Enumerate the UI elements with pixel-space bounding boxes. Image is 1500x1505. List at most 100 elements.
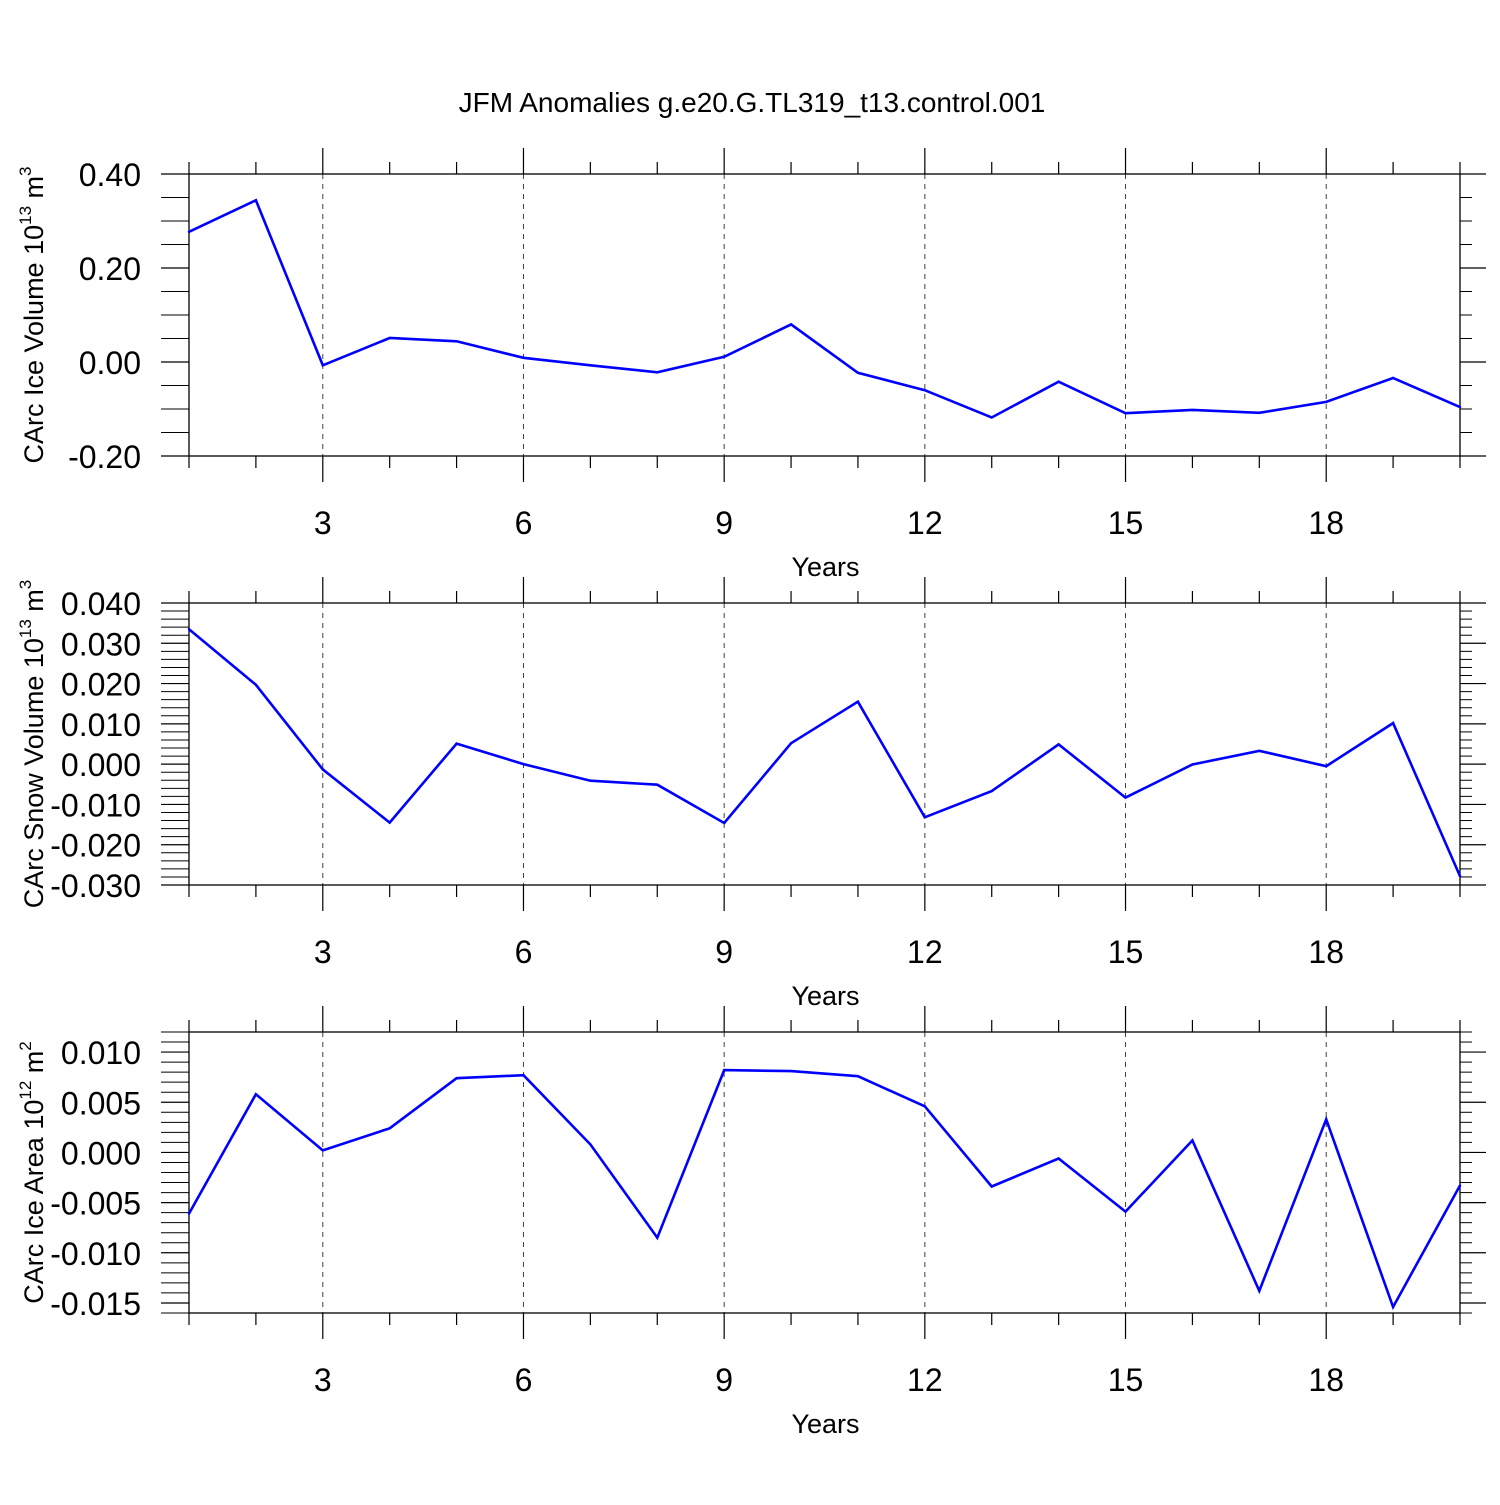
y-tick-label: 0.030 bbox=[61, 626, 141, 662]
data-point bbox=[1325, 400, 1328, 404]
y-axis-label-text: CArc Ice Volume 10 bbox=[19, 225, 49, 464]
data-point bbox=[1057, 1157, 1060, 1160]
data-point bbox=[789, 741, 793, 745]
data-point bbox=[722, 355, 726, 359]
x-axis-label: Years bbox=[791, 1409, 859, 1439]
y-tick-label: 0.010 bbox=[61, 1035, 141, 1071]
y-tick-label: 0.040 bbox=[61, 586, 141, 622]
data-point bbox=[1391, 721, 1395, 725]
x-axis-label: Years bbox=[791, 981, 859, 1011]
data-point bbox=[254, 683, 258, 686]
data-point bbox=[522, 762, 525, 766]
y-tick-label: -0.010 bbox=[50, 787, 141, 823]
y-tick-label: 0.000 bbox=[61, 747, 141, 783]
series-line bbox=[188, 628, 1462, 877]
y-tick-label: 0.000 bbox=[61, 1135, 141, 1171]
y-axis-label-text: m bbox=[19, 1051, 49, 1081]
y-axis-label: CArc Snow Volume 1013 m3 bbox=[16, 580, 49, 909]
plot-frame bbox=[188, 173, 1461, 457]
x-tick-label: 3 bbox=[314, 934, 332, 970]
data-point bbox=[522, 1073, 525, 1077]
data-point bbox=[656, 371, 659, 374]
y-tick-label: 0.40 bbox=[79, 157, 141, 193]
panel-2: 3 6 9 12 15 18 -0.030 -0.020 -0.010 0.000 0.010 0.0… bbox=[16, 577, 1486, 1011]
data-point bbox=[990, 416, 993, 419]
plot-frame bbox=[188, 602, 1461, 886]
data-point bbox=[1057, 380, 1060, 383]
x-tick-label: 15 bbox=[1108, 505, 1144, 541]
x-tick-label: 9 bbox=[715, 1362, 733, 1398]
data-point bbox=[1124, 1210, 1127, 1213]
y-tick-label: -0.20 bbox=[68, 439, 141, 475]
data-point bbox=[254, 1093, 258, 1096]
y-axis-label: CArc Ice Volume 1013 m3 bbox=[16, 166, 49, 463]
data-point bbox=[1057, 743, 1060, 746]
chart-title: JFM Anomalies g.e20.G.TL319_t13.control.… bbox=[459, 87, 1046, 118]
x-tick-label: 18 bbox=[1308, 934, 1344, 970]
data-point bbox=[1191, 408, 1194, 412]
data-point bbox=[1191, 763, 1194, 766]
x-tick-label: 15 bbox=[1108, 934, 1144, 970]
y-tick-label: 0.010 bbox=[61, 707, 141, 743]
x-tick-label: 9 bbox=[715, 934, 733, 970]
x-tick-label: 3 bbox=[314, 1362, 332, 1398]
x-tick-label: 12 bbox=[907, 505, 943, 541]
data-point bbox=[990, 789, 993, 793]
data-point bbox=[455, 1076, 458, 1080]
data-point bbox=[388, 336, 391, 340]
data-point bbox=[589, 364, 592, 367]
y-tick-label: -0.010 bbox=[50, 1236, 141, 1272]
y-tick-label: 0.005 bbox=[61, 1085, 141, 1121]
data-point bbox=[388, 1127, 391, 1130]
data-point bbox=[923, 389, 927, 392]
data-point bbox=[990, 1185, 993, 1188]
x-tick-label: 18 bbox=[1308, 505, 1344, 541]
y-tick-label: 0.00 bbox=[79, 345, 141, 381]
data-point bbox=[789, 1069, 793, 1073]
data-point bbox=[722, 1068, 726, 1072]
panel-1: 3 6 9 12 15 18 -0.20 0.00 0.20 0.40 Years CArc Ice … bbox=[16, 148, 1486, 582]
x-tick-label: 6 bbox=[515, 505, 533, 541]
data-point bbox=[1458, 874, 1462, 878]
data-point bbox=[1458, 405, 1462, 409]
data-point bbox=[522, 356, 525, 359]
x-tick-label: 18 bbox=[1308, 1362, 1344, 1398]
chart-panels: 3 6 9 12 15 18 -0.20 0.00 0.20 0.40 Years CArc Ice … bbox=[16, 148, 1486, 1439]
y-tick-label: -0.030 bbox=[50, 868, 141, 904]
y-axis-label-text: m bbox=[19, 589, 49, 619]
y-axis-label-text: m bbox=[19, 176, 49, 206]
series-line bbox=[188, 198, 1461, 419]
data-point bbox=[187, 1212, 191, 1215]
y-axis-label: CArc Ice Area 1012 m2 bbox=[16, 1041, 49, 1304]
y-axis-label-superscript: 3 bbox=[16, 580, 35, 589]
data-point bbox=[388, 821, 391, 824]
data-point bbox=[455, 742, 458, 745]
data-point bbox=[187, 230, 191, 234]
y-axis-label-superscript: 13 bbox=[16, 206, 35, 225]
y-tick-label: -0.005 bbox=[50, 1186, 141, 1222]
data-point bbox=[1258, 1289, 1261, 1293]
data-point bbox=[589, 779, 592, 782]
data-point bbox=[455, 340, 458, 343]
x-axis-label: Years bbox=[791, 552, 859, 582]
y-tick-label: -0.020 bbox=[50, 828, 141, 864]
x-tick-label: 15 bbox=[1108, 1362, 1144, 1398]
data-point bbox=[1124, 412, 1127, 415]
y-axis-label-text: CArc Snow Volume 10 bbox=[19, 638, 49, 908]
y-tick-label: 0.20 bbox=[79, 251, 141, 287]
data-point bbox=[789, 323, 793, 326]
x-tick-label: 12 bbox=[907, 934, 943, 970]
data-point bbox=[589, 1143, 592, 1146]
y-tick-label: 0.020 bbox=[61, 667, 141, 703]
data-point bbox=[656, 783, 659, 786]
data-point bbox=[187, 627, 191, 631]
x-tick-label: 6 bbox=[515, 934, 533, 970]
data-point bbox=[1258, 749, 1261, 753]
data-point bbox=[856, 700, 860, 703]
data-point bbox=[923, 1105, 927, 1108]
panel-3: 3 6 9 12 15 18 -0.015 -0.010 -0.005 0.000 0.005 0.0… bbox=[16, 1006, 1486, 1439]
data-point bbox=[1191, 1139, 1194, 1142]
x-tick-label: 6 bbox=[515, 1362, 533, 1398]
data-point bbox=[321, 768, 324, 771]
